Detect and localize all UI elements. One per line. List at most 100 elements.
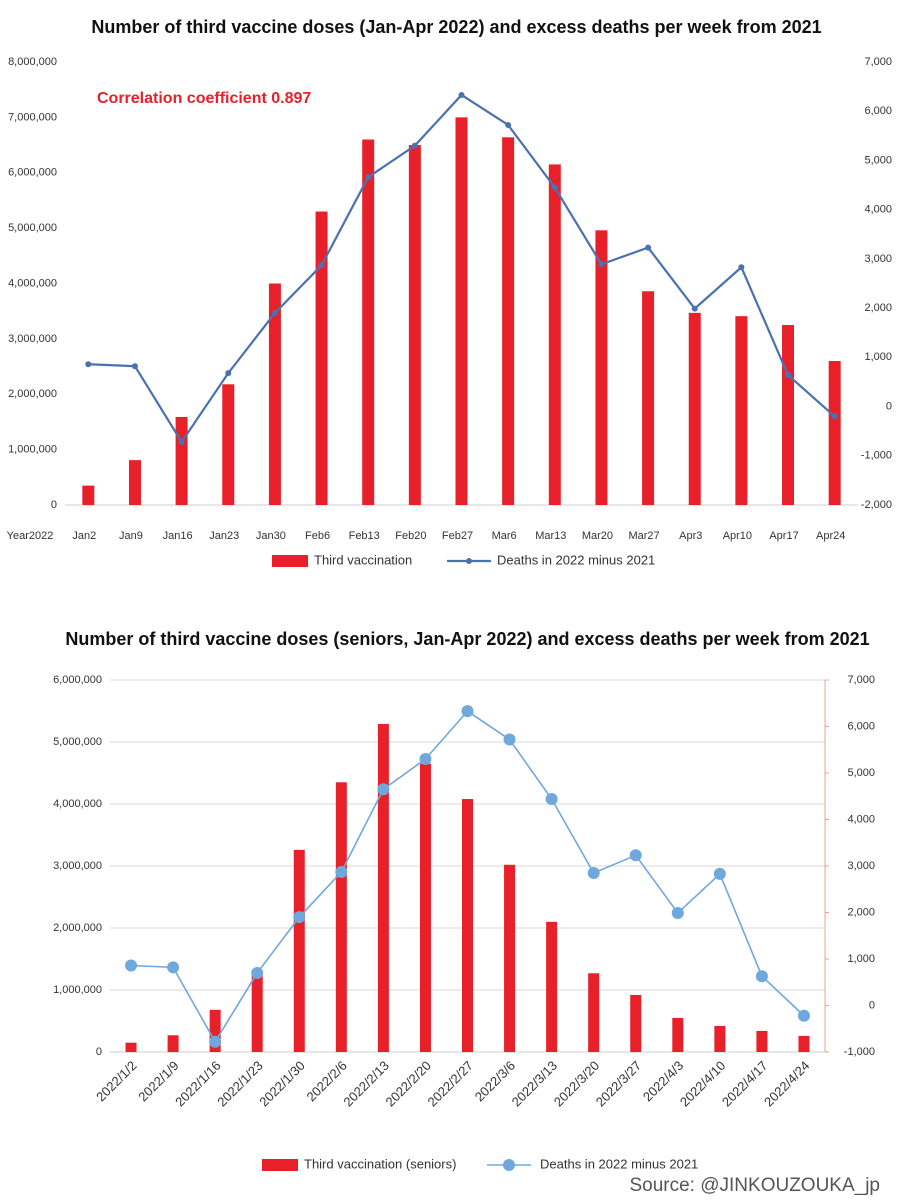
- y2-tick-label: 5,000: [847, 767, 875, 779]
- bar: [377, 724, 389, 1052]
- x-tick-label: Jan16: [163, 530, 193, 542]
- bar: [315, 211, 328, 505]
- line-marker: [125, 959, 138, 972]
- legend-swatch: [272, 555, 308, 567]
- bar: [828, 361, 841, 505]
- chart-title: Number of third vaccine doses (seniors, …: [65, 629, 869, 649]
- line-marker: [377, 783, 390, 796]
- line-marker: [411, 142, 418, 149]
- bar: [588, 973, 600, 1052]
- legend-label: Third vaccination: [314, 552, 412, 567]
- line-marker: [503, 733, 516, 746]
- y2-tick-label: 6,000: [864, 105, 892, 117]
- line-marker: [587, 866, 600, 879]
- bar: [167, 1035, 179, 1052]
- bar: [735, 316, 748, 505]
- y2-tick-label: -2,000: [861, 499, 892, 511]
- bar: [335, 782, 347, 1052]
- line-marker: [713, 867, 726, 880]
- y-tick-label: 2,000,000: [8, 388, 57, 400]
- x-tick-label: Apr24: [816, 530, 845, 542]
- line-marker: [225, 370, 232, 377]
- line-marker: [545, 793, 558, 806]
- y2-tick-label: 0: [886, 400, 892, 412]
- y2-tick-label: 2,000: [847, 906, 875, 918]
- bar: [595, 230, 608, 505]
- legend-marker: [466, 558, 472, 564]
- y2-tick-label: 7,000: [847, 674, 875, 686]
- line-marker: [738, 264, 745, 271]
- y-tick-label: 4,000,000: [8, 277, 57, 289]
- x-tick-label: Feb6: [305, 530, 330, 542]
- bar: [175, 416, 188, 505]
- line-marker: [131, 363, 138, 370]
- chart-title: Number of third vaccine doses (Jan-Apr 2…: [91, 17, 821, 37]
- line-marker: [335, 866, 348, 879]
- bar: [672, 1017, 684, 1052]
- bar: [82, 485, 95, 505]
- y2-tick-label: -1,000: [844, 1046, 875, 1058]
- line-marker: [755, 970, 768, 983]
- bar: [419, 763, 431, 1052]
- legend-marker: [503, 1159, 515, 1171]
- x-tick-label: Jan30: [256, 530, 286, 542]
- legend-label: Deaths in 2022 minus 2021: [497, 552, 655, 567]
- line-marker: [645, 244, 652, 251]
- y-tick-label: 0: [51, 499, 57, 511]
- x-tick-label: 2022/4/24: [761, 1058, 813, 1110]
- source: Source: @JINKOUZOUKA_jp: [629, 1175, 880, 1196]
- line-marker: [178, 438, 185, 445]
- y2-tick-label: 4,000: [864, 204, 892, 216]
- x-tick-label: 2022/3/27: [593, 1058, 645, 1110]
- y2-tick-label: 1,000: [847, 953, 875, 965]
- line-marker: [671, 906, 684, 919]
- y2-tick-label: -1,000: [861, 450, 892, 462]
- x-tick-label: Apr17: [769, 530, 798, 542]
- line-marker: [505, 122, 512, 129]
- y2-tick-label: 3,000: [847, 860, 875, 872]
- bar: [630, 994, 642, 1052]
- y-tick-label: 1,000,000: [53, 984, 102, 996]
- chart: Number of third vaccine doses (Jan-Apr 2…: [7, 17, 892, 568]
- x-tick-label: Jan9: [119, 530, 143, 542]
- bar: [798, 1035, 810, 1052]
- x-tick-label: Feb27: [442, 530, 473, 542]
- line-marker: [785, 372, 792, 379]
- line-marker: [85, 361, 92, 368]
- y-tick-label: 4,000,000: [53, 798, 102, 810]
- line-marker: [167, 961, 180, 974]
- annotation: Correlation coefficient 0.897: [97, 90, 311, 107]
- line-marker: [251, 966, 264, 979]
- line-marker: [598, 261, 605, 268]
- line-marker: [629, 849, 642, 862]
- y2-tick-label: 3,000: [864, 253, 892, 265]
- x-tick-label: Mar20: [582, 530, 613, 542]
- y-tick-label: 5,000,000: [8, 222, 57, 234]
- line-marker: [461, 705, 474, 718]
- x-tick-label: Feb20: [395, 530, 426, 542]
- y2-tick-label: 1,000: [864, 351, 892, 363]
- y-tick-label: 3,000,000: [8, 333, 57, 345]
- y-tick-label: 2,000,000: [53, 922, 102, 934]
- bar: [462, 799, 473, 1052]
- legend-swatch: [262, 1159, 298, 1171]
- line-marker: [209, 1035, 222, 1048]
- line-marker: [419, 753, 432, 766]
- x-axis-label: Year2022: [7, 530, 54, 542]
- x-tick-label: 2022/1/30: [256, 1058, 308, 1110]
- line-marker: [458, 91, 465, 98]
- y-tick-label: 7,000,000: [8, 111, 57, 123]
- bar: [125, 1042, 137, 1052]
- x-tick-label: 2022/2/27: [425, 1058, 477, 1110]
- line-marker: [293, 911, 306, 924]
- legend-label: Third vaccination (seniors): [304, 1156, 456, 1171]
- bar: [756, 1030, 768, 1052]
- bar: [714, 1025, 726, 1052]
- y2-tick-label: 5,000: [864, 154, 892, 166]
- bar: [455, 117, 468, 505]
- x-tick-label: Mar13: [535, 530, 566, 542]
- bar: [502, 137, 515, 505]
- y2-tick-label: 4,000: [847, 813, 875, 825]
- bar: [293, 849, 305, 1052]
